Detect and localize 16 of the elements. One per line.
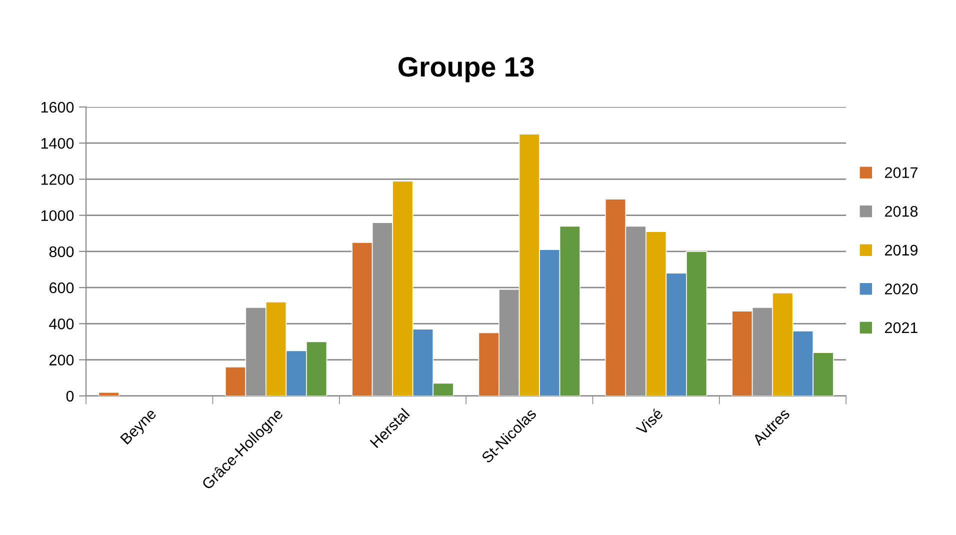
y-tick-label: 1400	[41, 138, 74, 149]
y-tick-label: 1600	[41, 102, 74, 113]
legend-label: 2021	[885, 322, 918, 334]
legend-label: 2017	[885, 167, 918, 178]
y-tick-label: 600	[50, 282, 74, 294]
x-tick-label: Visé	[635, 407, 664, 436]
legend-label: 2020	[885, 284, 918, 294]
legend-label: 2018	[885, 206, 918, 217]
y-tick-label: 200	[50, 354, 74, 366]
y-tick-label: 400	[49, 318, 74, 330]
y-tick-label: 0	[66, 390, 74, 402]
y-tick-label: 1000	[41, 210, 74, 222]
y-tick-label: 1200	[41, 174, 74, 185]
chart-title: Groupe 13	[398, 57, 534, 82]
y-tick-label: 800	[49, 246, 74, 258]
legend-label: 2019	[885, 244, 918, 256]
